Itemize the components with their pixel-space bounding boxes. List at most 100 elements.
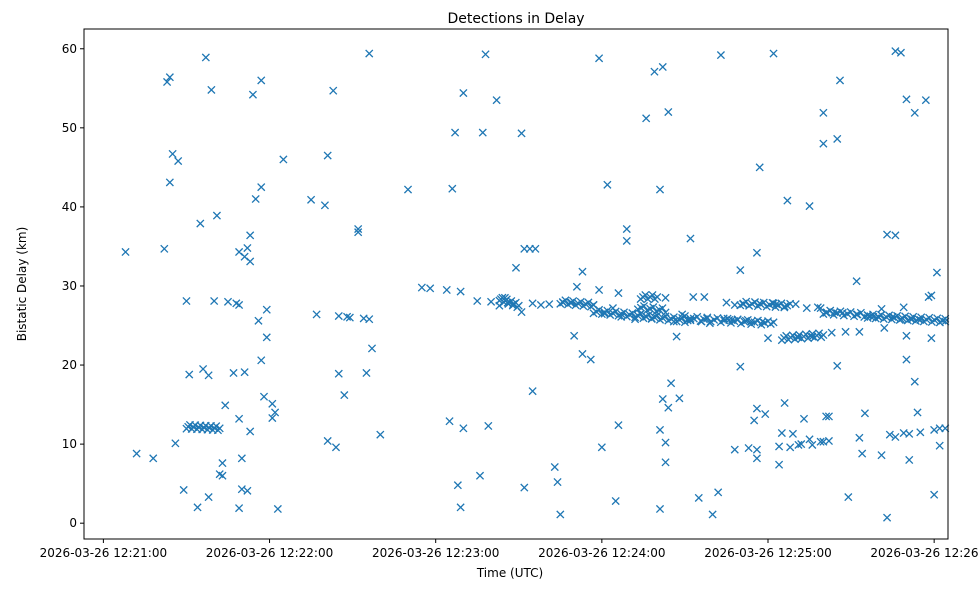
data-point-marker: [528, 387, 537, 396]
data-point-marker: [149, 454, 158, 463]
data-point-marker: [891, 231, 900, 240]
data-point-marker: [595, 305, 604, 314]
data-point-marker: [221, 401, 230, 410]
y-tick-label: 60: [62, 42, 77, 56]
data-point-marker: [855, 433, 864, 442]
data-point-marker: [611, 307, 620, 316]
data-point-marker: [644, 310, 653, 319]
data-point-marker: [237, 454, 246, 463]
data-point-marker: [786, 443, 795, 452]
data-point-marker: [932, 268, 941, 277]
data-point-marker: [827, 328, 836, 337]
data-point-marker: [819, 330, 828, 340]
data-point-marker: [215, 424, 224, 433]
data-point-marker: [578, 267, 587, 276]
data-point-marker: [340, 391, 349, 400]
data-point-marker: [813, 303, 822, 312]
y-axis-label: Bistatic Delay (km): [15, 227, 29, 342]
data-point-marker: [805, 202, 814, 211]
x-axis-label: Time (UTC): [476, 566, 543, 580]
data-point-marker: [752, 248, 761, 257]
data-point-marker: [475, 471, 485, 480]
data-point-marker: [603, 180, 612, 189]
data-point-marker: [752, 454, 761, 463]
data-point-marker: [783, 196, 792, 205]
data-point-marker: [193, 503, 202, 512]
data-point-marker: [730, 445, 739, 454]
data-point-marker: [597, 443, 606, 452]
data-point-marker: [759, 298, 768, 307]
y-tick-label: 10: [62, 437, 77, 451]
data-point-marker: [752, 445, 761, 454]
data-point-marker: [179, 485, 188, 495]
data-point-marker: [824, 436, 833, 446]
data-point-marker: [334, 369, 343, 378]
data-point-marker: [805, 435, 814, 444]
data-point-marker: [196, 219, 205, 228]
data-point-marker: [517, 129, 526, 138]
data-point-marker: [927, 334, 936, 343]
data-point-marker: [750, 416, 759, 425]
data-point-marker: [334, 311, 343, 321]
plot-area-frame: [83, 28, 949, 540]
data-point-marker: [262, 305, 271, 314]
data-point-marker: [459, 424, 468, 433]
data-point-marker: [893, 311, 902, 320]
data-point-marker: [528, 299, 537, 308]
data-point-marker: [714, 488, 723, 497]
data-point-marker: [165, 73, 174, 82]
data-point-marker: [648, 291, 657, 300]
data-point-marker: [132, 449, 141, 458]
data-point-marker: [257, 76, 266, 85]
data-point-marker: [675, 394, 684, 403]
data-point-marker: [271, 408, 280, 417]
data-point-marker: [775, 442, 784, 451]
data-point-marker: [686, 314, 695, 323]
data-point-marker: [553, 478, 562, 487]
data-point-marker: [933, 314, 942, 323]
data-point-marker: [750, 298, 760, 307]
data-point-marker: [329, 86, 338, 95]
data-point-marker: [622, 236, 631, 245]
data-point-marker: [257, 356, 266, 365]
data-point-marker: [426, 284, 435, 293]
data-point-marker: [669, 313, 678, 322]
data-point-marker: [182, 296, 191, 306]
data-point-marker: [174, 156, 183, 166]
data-point-marker: [661, 293, 670, 302]
data-point-marker: [902, 355, 911, 364]
data-point-marker: [473, 296, 482, 306]
data-point-marker: [661, 458, 670, 467]
data-point-marker: [320, 201, 329, 210]
data-point-marker: [689, 292, 698, 302]
data-point-marker: [694, 493, 703, 502]
data-point-marker: [628, 309, 637, 318]
data-point-marker: [802, 304, 811, 313]
data-point-marker: [345, 313, 354, 322]
data-point-marker: [885, 311, 894, 320]
data-point-marker: [808, 440, 817, 449]
data-point-marker: [901, 312, 910, 321]
data-point-marker: [755, 163, 764, 172]
data-point-marker: [550, 462, 559, 472]
data-point-marker: [622, 224, 631, 234]
data-point-marker: [658, 394, 667, 404]
data-point-marker: [891, 432, 900, 442]
data-point-marker: [716, 51, 725, 60]
data-point-marker: [456, 503, 465, 512]
data-point-marker: [822, 412, 831, 421]
data-point-marker: [121, 247, 130, 257]
data-point-marker: [799, 414, 809, 423]
data-point-marker: [279, 155, 288, 164]
data-point-marker: [722, 298, 731, 307]
data-point-marker: [204, 493, 213, 502]
data-point-marker: [218, 471, 227, 480]
data-point-marker: [210, 296, 219, 306]
data-point-marker: [777, 428, 786, 438]
data-point-marker: [761, 410, 770, 419]
data-point-marker: [514, 301, 523, 310]
y-tick-label: 20: [62, 358, 77, 372]
data-point-marker: [248, 90, 257, 99]
data-point-marker: [578, 349, 587, 359]
data-point-marker: [860, 409, 869, 418]
